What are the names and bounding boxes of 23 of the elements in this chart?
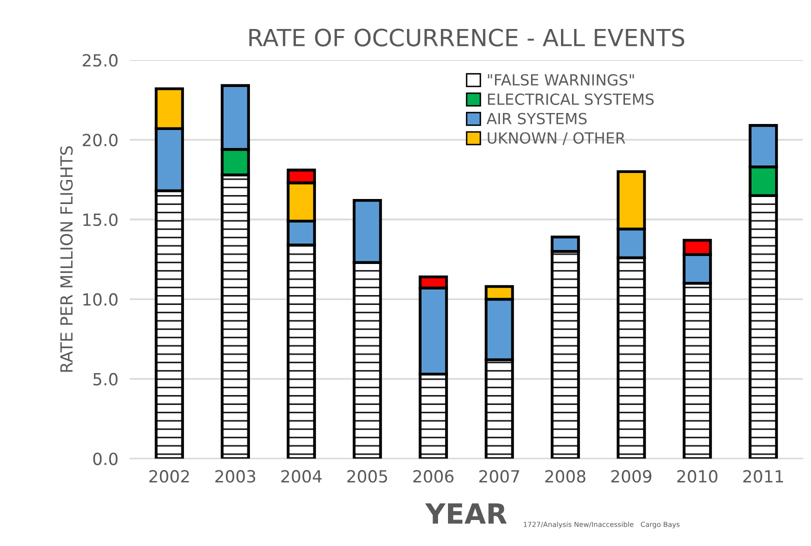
y-tick-label: 10.0 (83, 293, 118, 306)
legend-label: AIR SYSTEMS (486, 112, 587, 124)
y-tick-label: 25.0 (82, 54, 118, 67)
x-tick-label: 2009 (611, 470, 652, 483)
x-tick-label: 2007 (479, 470, 520, 483)
y-tick-label: 5.0 (93, 372, 118, 386)
x-tick-label: 2003 (215, 470, 256, 483)
y-tick-label: 15.0 (83, 213, 118, 226)
x-tick-label: 2002 (149, 470, 189, 483)
x-tick-label: 2011 (743, 470, 783, 483)
legend-label: UKNOWN / OTHER (488, 132, 626, 145)
y-axis-title: RATE PER MILLION FLIGHTS (60, 146, 73, 372)
x-axis-title: YEAR (425, 503, 507, 524)
x-tick-label: 2005 (347, 470, 388, 483)
x-tick-label: 2010 (677, 470, 718, 483)
legend-label: ELECTRICAL SYSTEMS (488, 93, 654, 106)
legend-label: "FALSE WARNINGS" (488, 74, 634, 86)
y-tick-label: 20.0 (82, 134, 118, 146)
y-tick-label: 0.0 (93, 452, 118, 466)
chart-title: RATE OF OCCURRENCE - ALL EVENTS (249, 28, 684, 47)
x-tick-label: 2006 (413, 470, 454, 483)
x-tick-label: 2008 (545, 470, 586, 483)
x-tick-label: 2004 (281, 470, 322, 483)
